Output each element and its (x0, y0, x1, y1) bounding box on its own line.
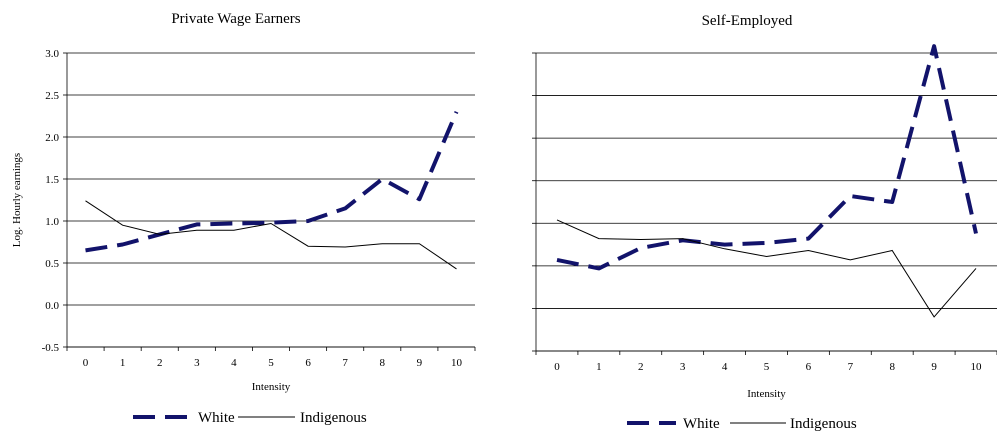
x-tick-label: 9 (417, 357, 423, 369)
x-tick-label: 10 (971, 361, 983, 373)
x-tick-label: 3 (194, 357, 200, 369)
x-tick-label: 0 (83, 357, 89, 369)
x-tick-label: 7 (848, 361, 854, 373)
legend-label-white: White (198, 410, 235, 426)
x-tick-label: 2 (638, 361, 644, 373)
x-tick-label: 8 (380, 357, 386, 369)
x-tick-label: 6 (305, 357, 311, 369)
x-tick-label: 1 (596, 361, 602, 373)
chart-private-wage-earners: Private Wage Earners 3.0 2.5 2.0 1.5 1.0 0.5 0.… (11, 11, 476, 426)
x-tick-label: 5 (268, 357, 274, 369)
y-tick-label: 3.0 (45, 48, 59, 60)
series-line-white (85, 111, 459, 253)
x-tick-label: 4 (231, 357, 237, 369)
y-tick-label: 1.0 (45, 216, 59, 228)
x-tick-label: 2 (157, 357, 163, 369)
data-point-white (849, 195, 852, 198)
x-tick-label: 1 (120, 357, 126, 369)
chart-title: Private Wage Earners (171, 11, 300, 27)
x-axis-label: Intensity (747, 388, 786, 400)
data-point-white (639, 246, 642, 249)
x-tick-label: 6 (806, 361, 812, 373)
x-tick-label: 5 (764, 361, 770, 373)
series-line-white (556, 44, 978, 271)
x-tick-label: 4 (722, 361, 728, 373)
x-tick-label: 9 (931, 361, 937, 373)
x-tick-label: 10 (451, 357, 463, 369)
series-line-indigenous (85, 200, 457, 270)
legend-label-indigenous: Indigenous (300, 410, 367, 426)
data-point-white (765, 241, 768, 244)
y-tick-label: 0.5 (45, 258, 59, 270)
x-tick-label: 0 (554, 361, 560, 373)
y-tick-label: 2.5 (45, 90, 59, 102)
legend-label-indigenous: Indigenous (790, 416, 857, 432)
chart-self-employed: Self-Employed 0 1 2 3 4 5 6 7 8 9 10 Intensity White I… (532, 13, 997, 432)
y-tick-label: -0.5 (42, 342, 60, 354)
legend-label-white: White (683, 416, 720, 432)
y-tick-label: 2.0 (45, 132, 59, 144)
series-line-indigenous (556, 219, 977, 318)
chart-title: Self-Employed (702, 13, 793, 29)
data-point-white (232, 222, 235, 225)
x-tick-label: 7 (342, 357, 348, 369)
x-tick-label: 3 (680, 361, 686, 373)
y-tick-label: 1.5 (45, 174, 59, 186)
y-axis-label: Log. Hourly earnings (11, 153, 23, 247)
x-axis-label: Intensity (252, 381, 291, 393)
y-tick-label: 0.0 (45, 300, 59, 312)
x-tick-label: 8 (889, 361, 895, 373)
